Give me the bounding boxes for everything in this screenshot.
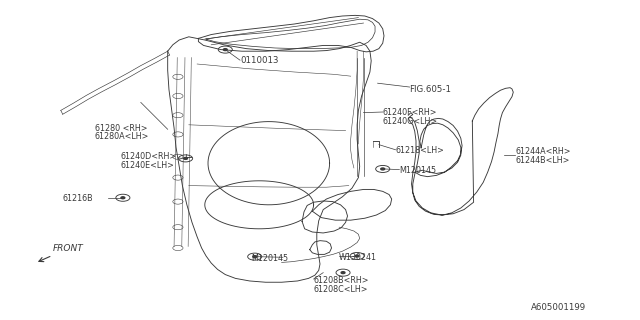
Text: 61240E<LH>: 61240E<LH> bbox=[120, 161, 174, 170]
Text: 61240G<LH>: 61240G<LH> bbox=[383, 117, 438, 126]
Text: 61240D<RH>: 61240D<RH> bbox=[120, 152, 177, 161]
Circle shape bbox=[223, 49, 227, 51]
Text: 61240F<RH>: 61240F<RH> bbox=[383, 108, 437, 117]
Text: 0110013: 0110013 bbox=[240, 56, 278, 65]
Text: M120145: M120145 bbox=[399, 166, 436, 175]
Text: 61216B: 61216B bbox=[62, 194, 93, 203]
Circle shape bbox=[355, 255, 359, 257]
Text: 61244A<RH>: 61244A<RH> bbox=[515, 147, 571, 156]
Text: 61244B<LH>: 61244B<LH> bbox=[515, 156, 570, 164]
Circle shape bbox=[341, 272, 345, 274]
Text: 61280A<LH>: 61280A<LH> bbox=[95, 132, 149, 141]
Text: 61218<LH>: 61218<LH> bbox=[396, 146, 444, 155]
Text: FIG.605-1: FIG.605-1 bbox=[410, 85, 452, 94]
Text: FRONT: FRONT bbox=[52, 244, 83, 253]
Circle shape bbox=[184, 157, 188, 159]
Text: A605001199: A605001199 bbox=[531, 303, 586, 312]
Text: M120145: M120145 bbox=[252, 254, 289, 263]
Text: 61208B<RH>: 61208B<RH> bbox=[314, 276, 369, 285]
Circle shape bbox=[253, 256, 257, 258]
Circle shape bbox=[121, 197, 125, 199]
Text: 61280 <RH>: 61280 <RH> bbox=[95, 124, 147, 132]
Circle shape bbox=[381, 168, 385, 170]
Text: 61208C<LH>: 61208C<LH> bbox=[314, 285, 368, 294]
Text: W130241: W130241 bbox=[339, 253, 377, 262]
